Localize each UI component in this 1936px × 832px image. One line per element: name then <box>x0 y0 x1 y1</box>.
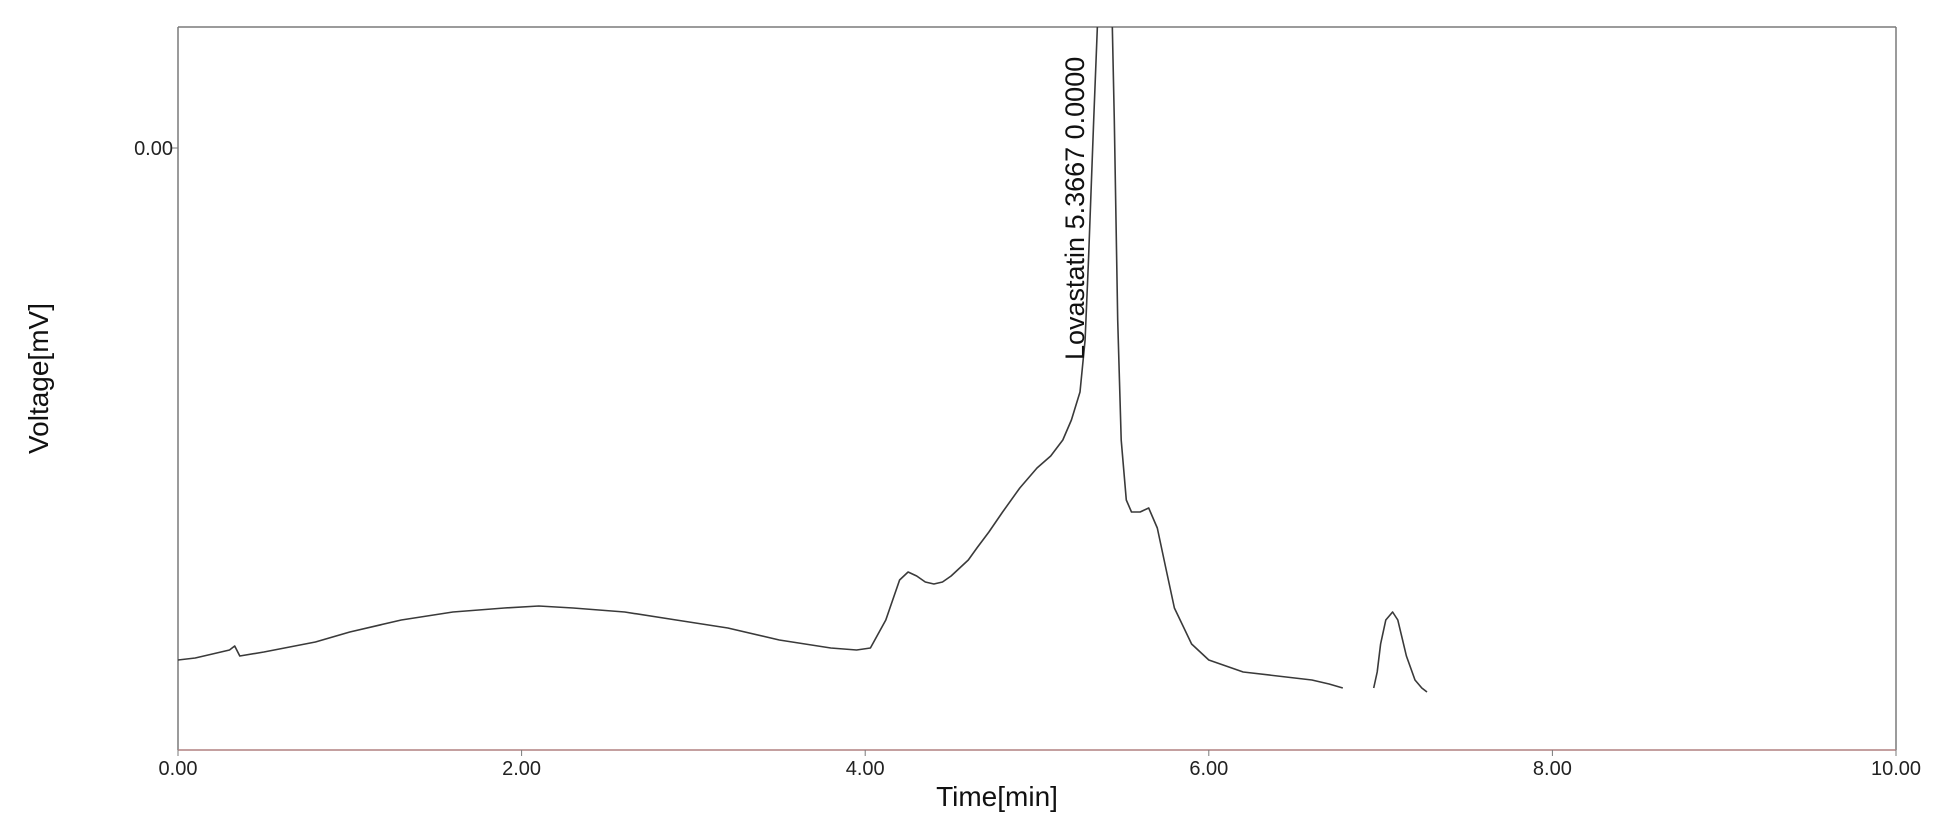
x-tick-label: 6.00 <box>1189 758 1228 780</box>
y-tick-label: 0.00 <box>134 138 173 160</box>
x-axis-title: Time[min] <box>936 781 1058 812</box>
series-line-1 <box>178 27 1344 689</box>
y-axis-ticks: 0.00 <box>134 138 178 160</box>
x-tick-label: 0.00 <box>159 758 198 780</box>
x-axis-ticks: 0.00 2.00 4.00 6.00 8.00 10.00 <box>159 750 1921 780</box>
x-tick-label: 8.00 <box>1533 758 1572 780</box>
series-layer <box>178 27 1428 693</box>
x-tick-label: 4.00 <box>846 758 885 780</box>
y-axis-title: Voltage[mV] <box>23 303 54 454</box>
peak-label: Lovastatin 5.3667 0.0000 <box>1060 57 1090 360</box>
x-tick-label: 2.00 <box>502 758 541 780</box>
series-line-2 <box>1372 611 1428 693</box>
x-tick-label: 10.00 <box>1871 758 1921 780</box>
plot-frame <box>177 26 1897 751</box>
